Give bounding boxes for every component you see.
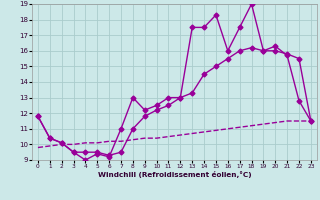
X-axis label: Windchill (Refroidissement éolien,°C): Windchill (Refroidissement éolien,°C) [98, 171, 251, 178]
